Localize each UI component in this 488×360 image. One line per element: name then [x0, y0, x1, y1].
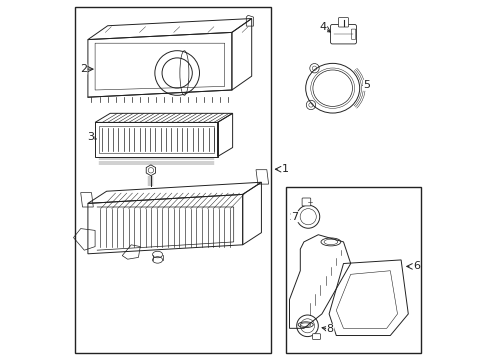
FancyBboxPatch shape — [312, 334, 320, 339]
Text: 4: 4 — [319, 22, 326, 32]
Text: 3: 3 — [87, 132, 94, 142]
Text: 2: 2 — [80, 64, 86, 74]
Text: 1: 1 — [282, 164, 288, 174]
Text: 7: 7 — [291, 212, 298, 222]
Text: 6: 6 — [413, 261, 420, 271]
FancyBboxPatch shape — [351, 29, 355, 39]
FancyBboxPatch shape — [330, 24, 356, 44]
Text: 5: 5 — [363, 80, 369, 90]
Text: 8: 8 — [326, 324, 333, 334]
FancyBboxPatch shape — [302, 198, 310, 206]
FancyBboxPatch shape — [338, 18, 348, 27]
